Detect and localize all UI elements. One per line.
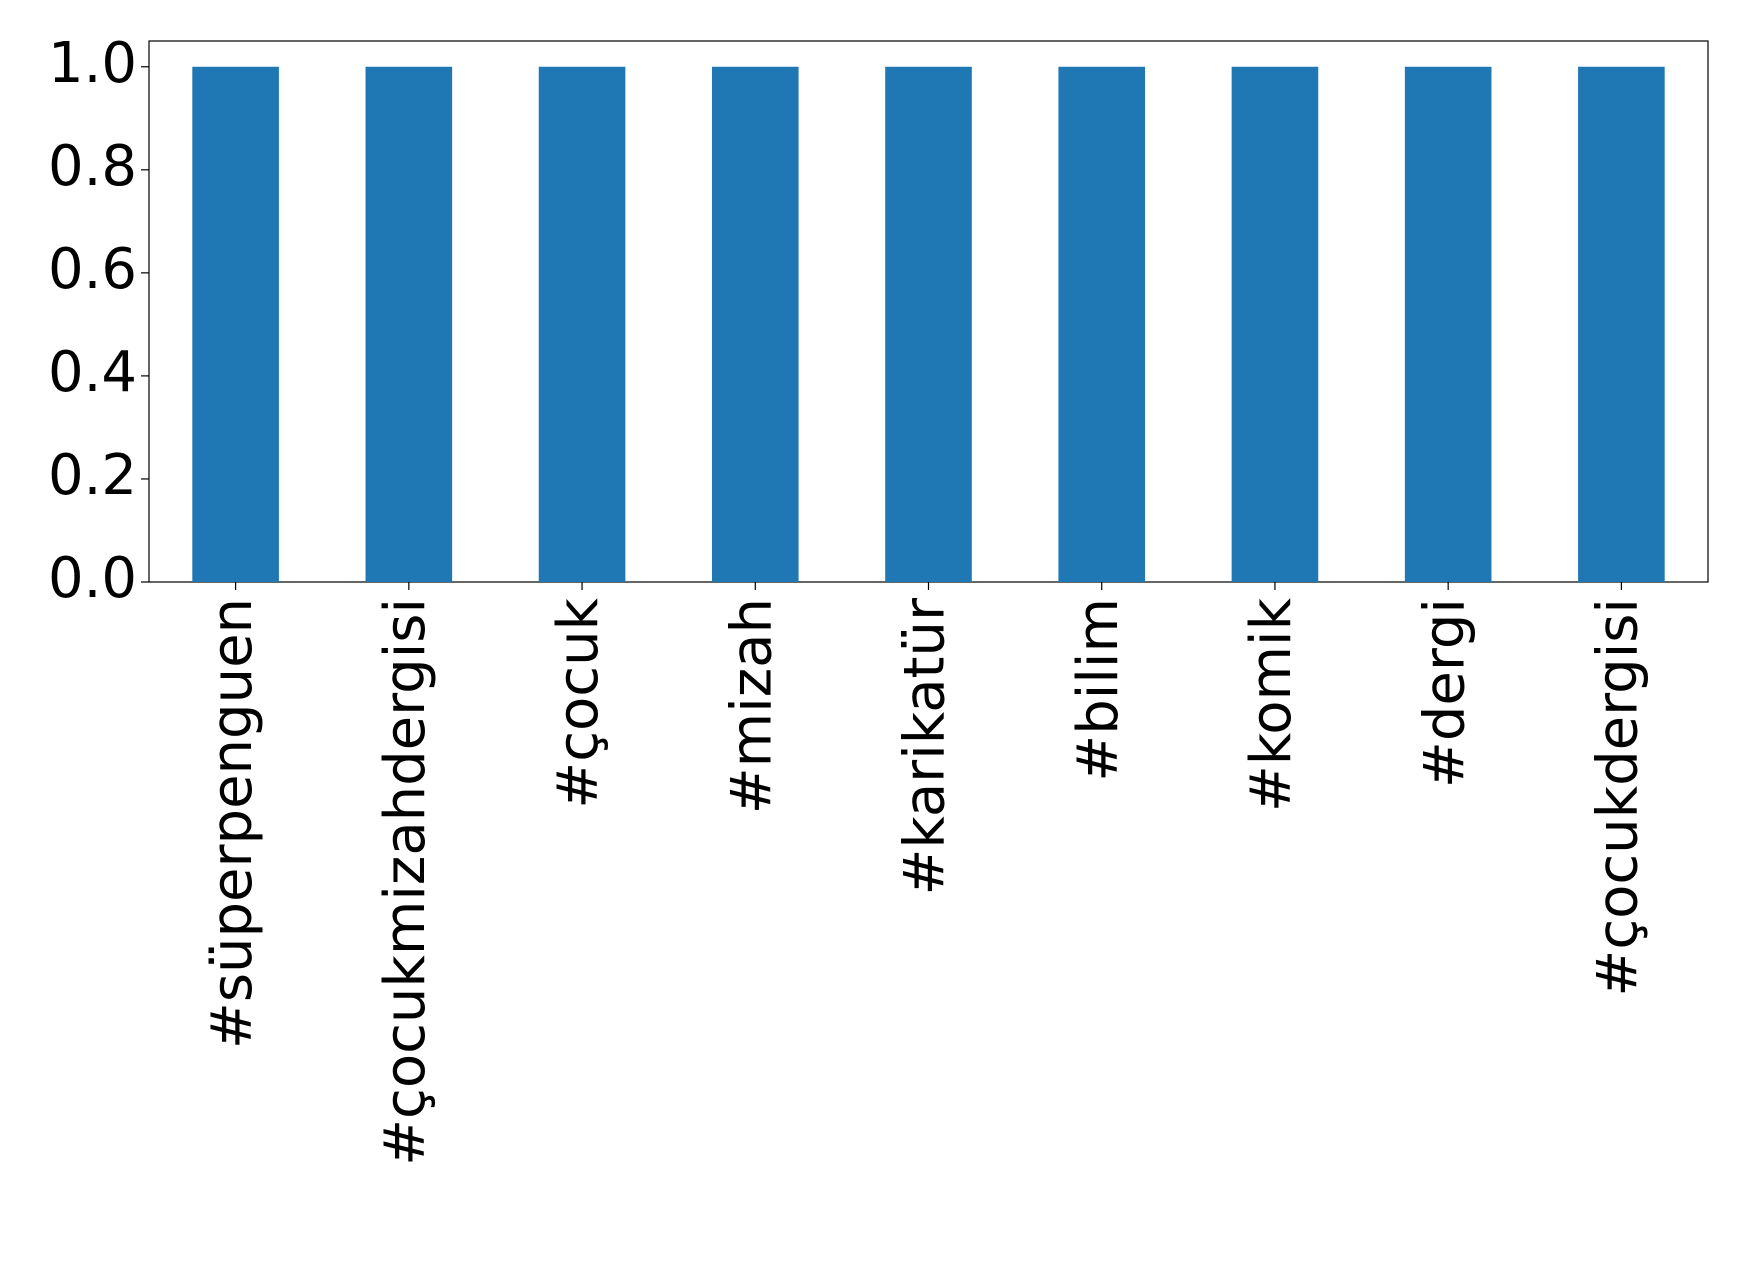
x-tick-label: #bilim xyxy=(1066,598,1131,782)
bar xyxy=(192,66,279,582)
bar xyxy=(1404,66,1492,582)
x-tick-label: #çocukdergisi xyxy=(1586,598,1651,997)
bar xyxy=(885,66,972,582)
y-tick-label: 0.6 xyxy=(48,237,137,302)
bar xyxy=(711,66,799,582)
y-tick-label: 0.0 xyxy=(48,546,137,611)
x-tick-label: #dergi xyxy=(1412,598,1477,788)
x-tick-label: #mizah xyxy=(719,598,784,814)
y-tick-label: 0.2 xyxy=(48,443,137,508)
bar xyxy=(1578,66,1665,582)
bar xyxy=(538,66,626,582)
y-tick-label: 0.8 xyxy=(48,134,137,199)
bar xyxy=(1058,66,1146,582)
bar xyxy=(365,66,453,582)
y-tick-label: 1.0 xyxy=(48,31,137,96)
y-tick-label: 0.4 xyxy=(48,340,137,405)
x-tick-label: #karikatür xyxy=(893,597,958,895)
x-tick-label: #çocukmizahdergisi xyxy=(373,598,438,1166)
x-tick-label: #süperpenguen xyxy=(200,598,265,1049)
x-tick-label: #komik xyxy=(1239,597,1304,812)
bar xyxy=(1231,66,1319,582)
x-tick-label: #çocuk xyxy=(546,597,611,808)
